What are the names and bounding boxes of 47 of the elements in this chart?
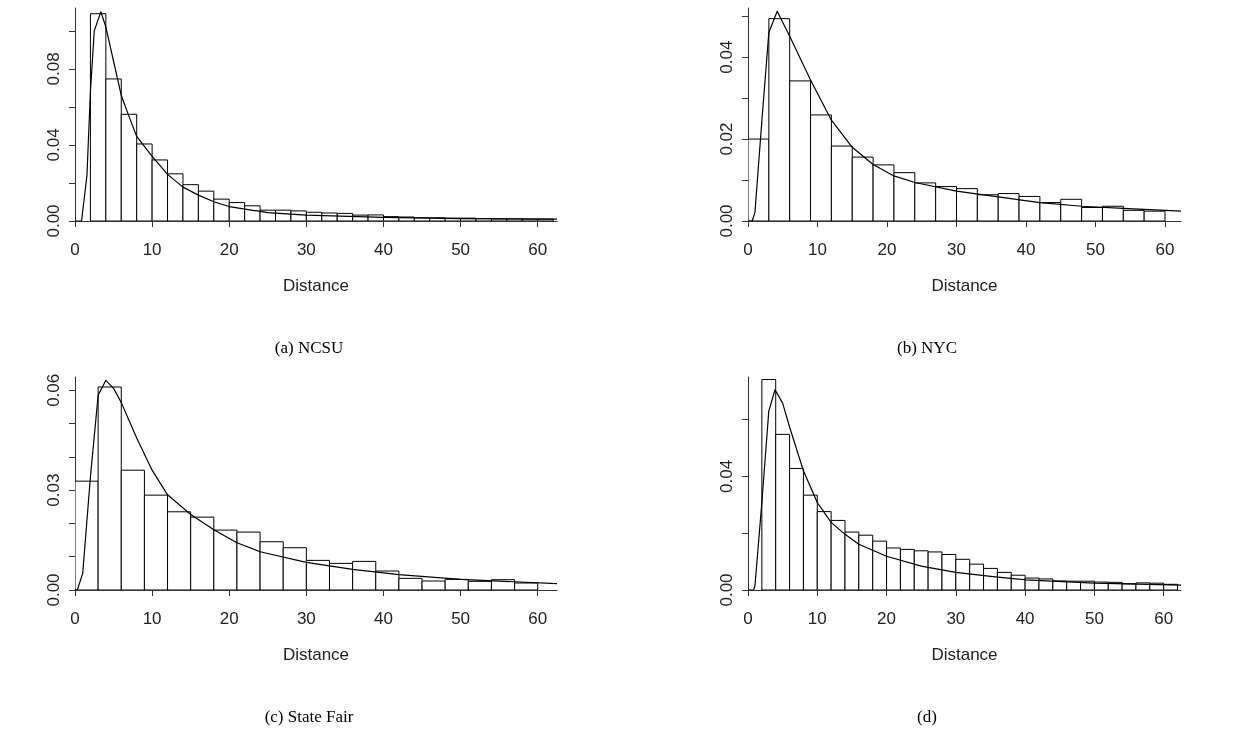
x-tick-label: 0 [70, 609, 80, 628]
x-tick-label: 0 [70, 240, 80, 259]
x-axis-title: Distance [931, 645, 998, 664]
y-tick-label: 0.00 [716, 573, 736, 607]
x-tick-label: 60 [1155, 240, 1175, 259]
x-tick-label: 60 [528, 609, 548, 628]
x-tick-label: 30 [296, 609, 316, 628]
text: (c) State Fair [264, 707, 354, 726]
x-tick-label: 40 [1015, 609, 1035, 628]
y-tick-label: 0.00 [716, 204, 736, 238]
x-tick-label: 20 [877, 609, 897, 628]
x-tick-label: 10 [142, 609, 162, 628]
x-tick-label: 50 [1084, 609, 1104, 628]
x-tick-label: 40 [374, 240, 393, 259]
y-tick-label: 0.06 [43, 373, 63, 407]
x-tick-label: 50 [451, 240, 471, 259]
x-tick-label: 20 [219, 609, 239, 628]
x-tick-label: 30 [947, 240, 966, 259]
x-tick-label: 10 [807, 609, 827, 628]
y-tick-label: 0.03 [43, 473, 63, 507]
x-tick-label: 0 [743, 609, 753, 628]
y-tick-label: 0.00 [43, 204, 63, 238]
x-tick-label: 10 [142, 240, 162, 259]
text: (d) [917, 707, 937, 726]
y-tick-label: 0.04 [716, 40, 736, 74]
x-tick-label: 40 [374, 609, 393, 628]
y-tick-label: 0.04 [43, 128, 63, 162]
x-tick-label: 10 [808, 240, 827, 259]
y-tick-label: 0.00 [43, 573, 63, 607]
x-tick-label: 30 [946, 609, 966, 628]
x-tick-label: 0 [743, 240, 753, 259]
x-tick-label: 50 [451, 609, 471, 628]
x-axis-title: Distance [282, 276, 350, 295]
y-tick-label: 0.08 [43, 52, 63, 86]
x-tick-label: 20 [219, 240, 239, 259]
x-tick-label: 60 [528, 240, 548, 259]
x-tick-label: 20 [877, 240, 897, 259]
x-tick-label: 50 [1086, 240, 1105, 259]
y-tick-label: 0.04 [716, 459, 736, 493]
x-tick-label: 60 [1154, 609, 1174, 628]
x-tick-label: 40 [1016, 240, 1036, 259]
x-tick-label: 30 [296, 240, 316, 259]
text: (a) NCSU [274, 338, 344, 357]
text: (b) NYC [897, 338, 957, 357]
x-axis-title: Distance [931, 276, 998, 295]
y-tick-label: 0.02 [716, 122, 736, 156]
x-axis-title: Distance [282, 645, 350, 664]
